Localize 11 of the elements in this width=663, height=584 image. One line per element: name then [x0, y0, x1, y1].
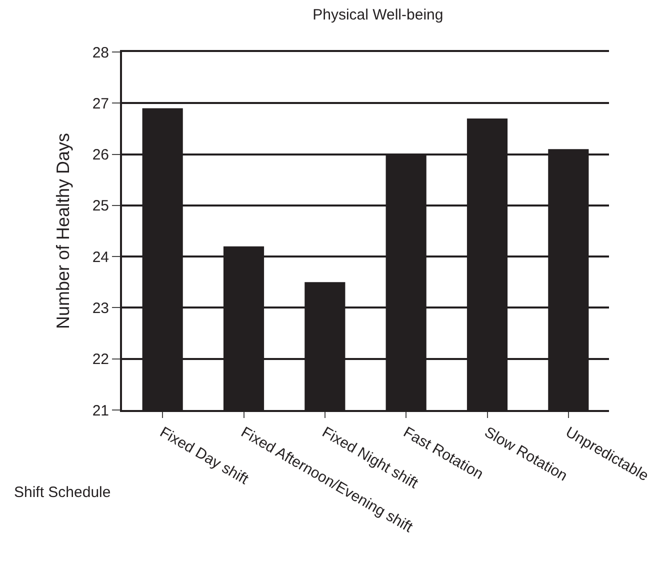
y-tick-label: 26 — [92, 146, 109, 164]
y-axis-title: Number of Healthy Days — [53, 132, 74, 330]
y-tick-label: 21 — [92, 402, 109, 420]
y-tick-label: 25 — [92, 198, 109, 215]
y-tick-label: 28 — [92, 44, 109, 62]
chart-title: Physical Well-being — [312, 6, 444, 24]
x-axis-title: Shift Schedule — [14, 484, 111, 501]
y-tick-label: 23 — [92, 300, 109, 317]
y-tick-label: 24 — [92, 248, 109, 266]
y-tick-label: 22 — [92, 351, 109, 368]
y-tick-label: 27 — [92, 95, 109, 112]
